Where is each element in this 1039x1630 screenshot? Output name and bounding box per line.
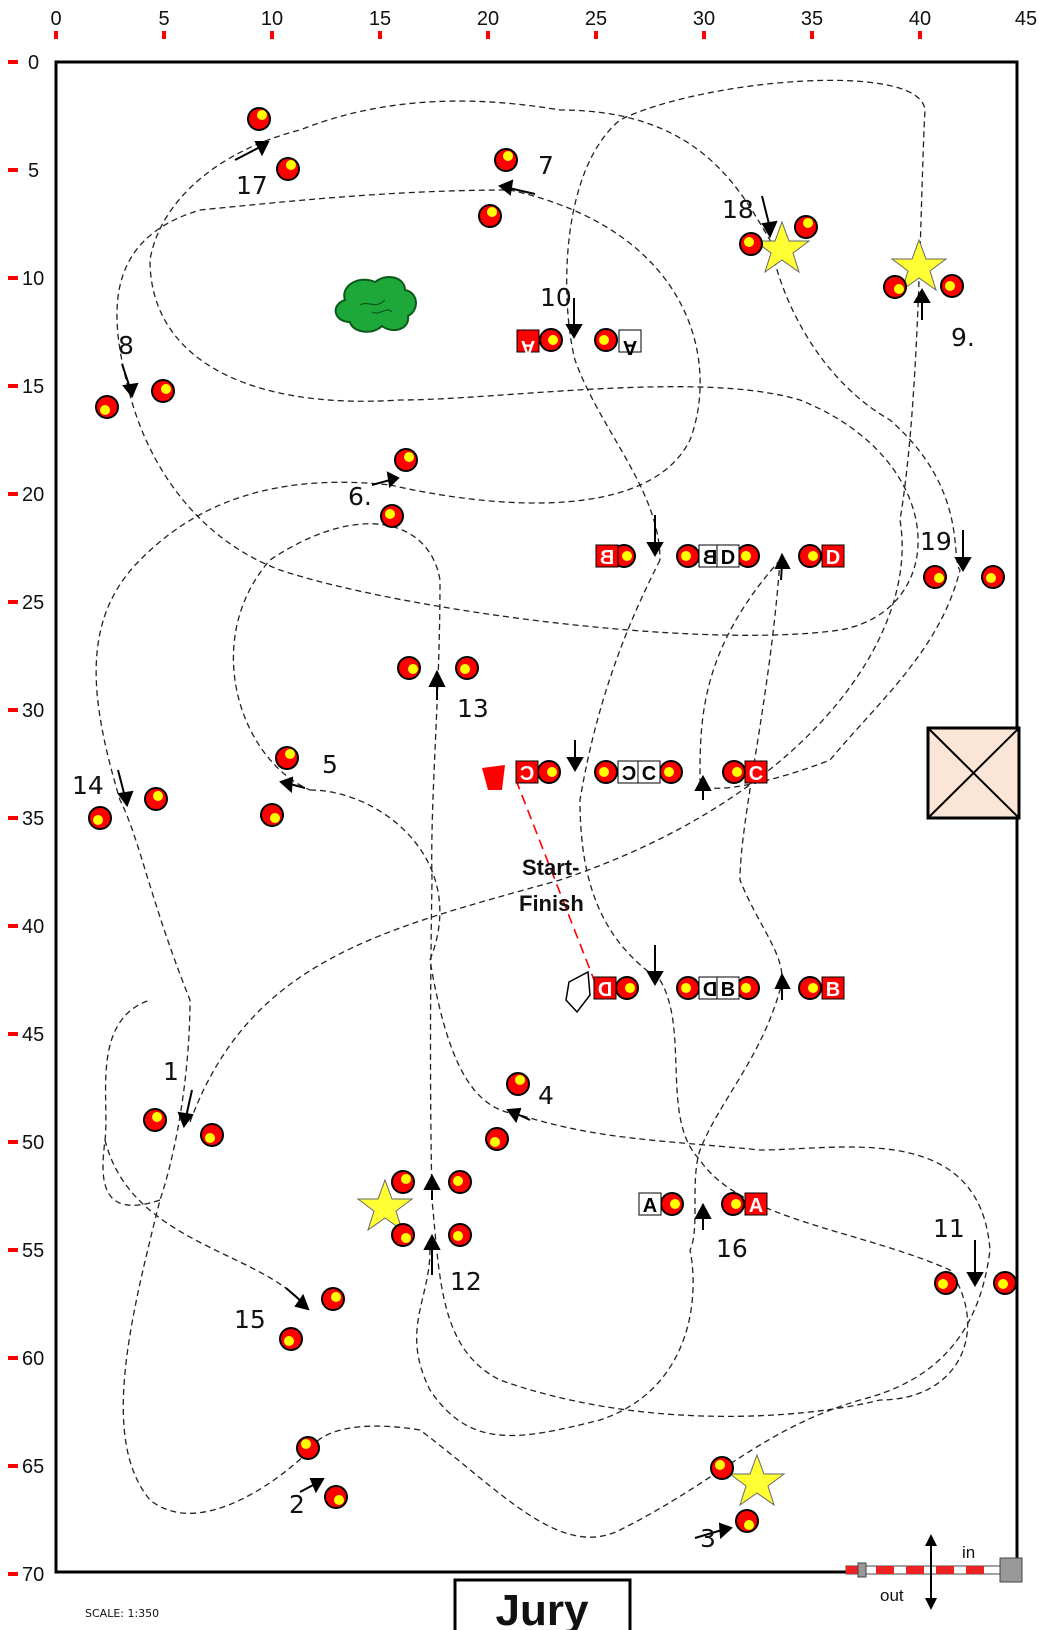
riding-route [95, 79, 991, 1538]
fence-posts [88, 107, 1017, 1533]
tree-icon [334, 275, 417, 333]
y-tick-label: 15 [22, 376, 44, 398]
y-tick-label: 20 [22, 484, 44, 506]
plate-b: B [721, 979, 735, 1001]
plate-b: B [826, 979, 840, 1001]
star-icon [728, 1453, 786, 1507]
star-icon [890, 238, 948, 292]
obstacle-number: 5 [322, 750, 338, 779]
jury-label: Jury [496, 1586, 589, 1630]
y-tick-label: 55 [22, 1240, 44, 1262]
obstacle-number: 12 [450, 1267, 482, 1296]
obstacle-number: 1 [163, 1057, 179, 1086]
combination-plates: A A B B D D C C C C D D B B A A [515, 329, 845, 1217]
x-tick-label: 0 [50, 8, 61, 30]
x-tick-label: 10 [261, 8, 283, 30]
y-tick-label: 60 [22, 1348, 44, 1370]
in-label: in [962, 1543, 975, 1562]
plate-c: C [749, 763, 763, 785]
y-axis: 0 5 10 15 20 25 30 35 40 45 50 55 60 65 … [8, 52, 44, 1586]
plate-c: C [622, 763, 636, 785]
plate-b: B [600, 547, 614, 569]
obstacle-number: 10 [540, 283, 572, 312]
obstacle-number: 8 [118, 331, 134, 360]
finish-label: Finish [519, 891, 584, 916]
plate-c: C [642, 763, 656, 785]
x-tick-label: 45 [1015, 8, 1037, 30]
obstacle-number: 17 [236, 171, 268, 200]
finish-flag [565, 970, 591, 1014]
start-flag [482, 765, 505, 790]
plate-a: A [643, 1195, 657, 1217]
x-axis: 0 5 10 15 20 25 30 35 40 45 [50, 8, 1037, 39]
obstacle-number: 18 [722, 195, 754, 224]
y-tick-label: 5 [28, 160, 39, 182]
obstacle-number: 16 [716, 1234, 748, 1263]
obstacle-number: 4 [538, 1081, 554, 1110]
obstacle-number: 3 [700, 1524, 716, 1553]
plate-b: B [703, 547, 717, 569]
obstacle-number: 14 [72, 771, 104, 800]
jury-box [453, 1578, 632, 1630]
y-tick-label: 25 [22, 592, 44, 614]
y-tick-label: 70 [22, 1564, 44, 1586]
obstacle-numbers: 1 2 3 4 5 6. 7 8 9. 10 11 12 13 14 15 16… [72, 151, 975, 1553]
obstacle-number: 13 [457, 694, 489, 723]
obstacle-number: 19 [920, 527, 952, 556]
entrance-gate [845, 1534, 1023, 1610]
x-tick-label: 40 [909, 8, 931, 30]
obstacle-number: 9. [951, 323, 975, 352]
y-tick-label: 0 [28, 52, 39, 74]
judge-box [926, 726, 1021, 820]
start-finish-line [515, 779, 597, 986]
obstacle-number: 15 [234, 1305, 266, 1334]
y-tick-label: 30 [22, 700, 44, 722]
out-label: out [880, 1586, 904, 1605]
plate-a: A [749, 1195, 763, 1217]
x-tick-label: 35 [801, 8, 823, 30]
y-tick-label: 40 [22, 916, 44, 938]
x-tick-label: 5 [158, 8, 169, 30]
y-tick-label: 50 [22, 1132, 44, 1154]
star-icon [356, 1178, 414, 1232]
obstacle-number: 11 [933, 1214, 965, 1243]
arena-border [54, 60, 1019, 1574]
y-tick-label: 10 [22, 268, 44, 290]
direction-arrows [117, 141, 984, 1540]
plate-d: D [598, 979, 612, 1001]
plate-a: A [521, 336, 535, 358]
obstacle-number: 6. [348, 482, 372, 511]
plate-a: A [623, 336, 637, 358]
x-tick-label: 30 [693, 8, 715, 30]
x-tick-label: 15 [369, 8, 391, 30]
obstacle-number: 2 [289, 1490, 305, 1519]
star-icons [356, 220, 948, 1507]
plate-c: C [520, 763, 534, 785]
y-tick-label: 65 [22, 1456, 44, 1478]
plate-d: D [703, 979, 717, 1001]
plate-d: D [721, 547, 735, 569]
obstacle-number: 7 [538, 151, 554, 180]
plate-d: D [826, 547, 840, 569]
x-tick-label: 25 [585, 8, 607, 30]
y-tick-label: 45 [22, 1024, 44, 1046]
y-tick-label: 35 [22, 808, 44, 830]
start-label: Start- [522, 855, 579, 880]
scale-label: SCALE: 1:350 [85, 1607, 159, 1620]
x-tick-label: 20 [477, 8, 499, 30]
